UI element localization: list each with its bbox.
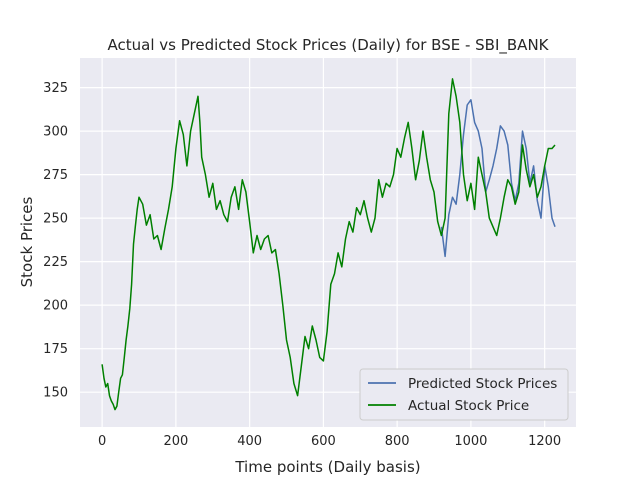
- y-axis-ticks: 150 175 200 225 250 275 300 325: [43, 81, 68, 401]
- x-tick-label: 1000: [454, 434, 487, 449]
- x-axis-ticks: 0 200 400 600 800 1000 1200: [98, 434, 561, 449]
- y-tick-label: 275: [43, 168, 68, 183]
- x-tick-label: 600: [311, 434, 336, 449]
- y-tick-label: 175: [43, 342, 68, 357]
- series-line-actual: [101, 78, 556, 411]
- x-tick-label: 0: [98, 434, 106, 449]
- x-tick-label: 800: [385, 434, 410, 449]
- grid: [80, 58, 576, 427]
- y-tick-label: 225: [43, 255, 68, 270]
- chart-title: Actual vs Predicted Stock Prices (Daily)…: [108, 36, 550, 55]
- legend-label-actual: Actual Stock Price: [408, 398, 529, 414]
- y-tick-label: 325: [43, 81, 68, 96]
- y-tick-label: 250: [43, 212, 68, 227]
- legend: Predicted Stock Prices Actual Stock Pric…: [359, 368, 569, 421]
- y-axis-label: Stock Prices: [18, 196, 36, 287]
- series-layer: [101, 78, 556, 411]
- legend-label-predicted: Predicted Stock Prices: [408, 376, 557, 392]
- y-tick-label: 300: [43, 125, 68, 140]
- x-tick-label: 200: [163, 434, 188, 449]
- y-tick-label: 150: [43, 386, 68, 401]
- x-tick-label: 400: [237, 434, 262, 449]
- y-tick-label: 200: [43, 299, 68, 314]
- legend-box: [359, 368, 569, 421]
- x-tick-label: 1200: [528, 434, 561, 449]
- x-axis-label: Time points (Daily basis): [234, 458, 420, 476]
